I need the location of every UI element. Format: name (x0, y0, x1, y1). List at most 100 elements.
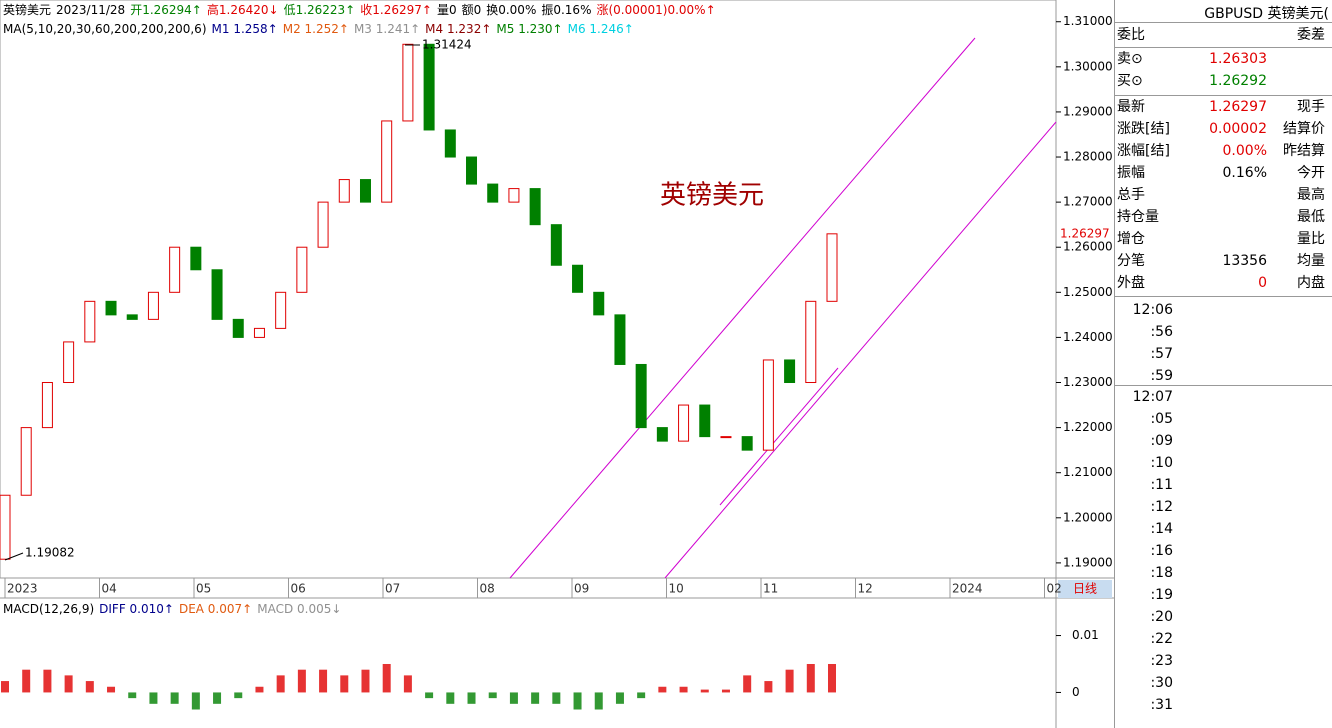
time: :12 (1150, 499, 1173, 515)
y-tick-label: 1.27000 (1063, 195, 1113, 209)
macd-bar (43, 669, 52, 693)
legend-item: 振0.16% (541, 3, 591, 17)
legend-item: M1 1.258↑ (212, 22, 278, 36)
macd-bar (785, 669, 794, 693)
row-value: 0.16% (1222, 165, 1267, 181)
candle (593, 291, 605, 316)
candle (253, 327, 265, 338)
candle (169, 246, 181, 293)
macd-bar (509, 692, 518, 704)
legend: 英镑美元 2023/11/28 开1.26294↑ 高1.26420↓ 低1.26223… (3, 2, 716, 17)
candle (296, 246, 308, 293)
row-value: 1.26292 (1209, 73, 1267, 89)
macd-bar (64, 675, 73, 693)
x-tick-label: 06 (291, 582, 306, 596)
time: :19 (1150, 587, 1173, 603)
legend-item: MA(5,10,20,30,60,200,200,200,6) (3, 22, 207, 36)
row-label2: 最高 (1297, 187, 1325, 203)
candle (741, 436, 753, 451)
legend-item: 2023/11/28 (56, 3, 125, 17)
legend-item: MACD 0.005↓ (257, 602, 341, 616)
macd-bar (467, 692, 476, 704)
time: :57 (1150, 346, 1173, 362)
candle (105, 300, 117, 316)
quote-row: 总手 最高 (1117, 184, 1331, 206)
quote-row: 持仓量 最低 (1117, 206, 1331, 228)
macd-bar (658, 686, 667, 693)
candle (232, 318, 244, 338)
period: 日线 (1073, 582, 1097, 596)
candle (550, 224, 562, 266)
macd-bar (403, 675, 412, 693)
macd-bar (637, 692, 646, 699)
legend-item: 额0 (462, 3, 482, 17)
row-value: 13356 (1222, 253, 1267, 269)
quote-row: 委比 委差 (1117, 24, 1331, 46)
x-tick-label: 02 (1047, 582, 1062, 596)
legend-item: 高1.26420↓ (207, 2, 279, 17)
legend-item: M6 1.246↑ (568, 22, 634, 36)
divider (1115, 385, 1332, 386)
row-label: 委比 (1117, 27, 1145, 43)
x-tick-label: 2024 (952, 582, 983, 596)
macd-bar (743, 675, 752, 693)
time: :23 (1150, 653, 1173, 669)
legend-item: DEA 0.007↑ (179, 602, 252, 616)
candle (614, 314, 626, 365)
panel-title: GBPUSD 英镑美元( (1204, 6, 1329, 22)
candle (317, 201, 329, 248)
candle (275, 291, 287, 329)
row-value: 1.26297 (1209, 99, 1267, 115)
channel-line (509, 37, 976, 579)
legend-item: 开1.26294↑ (130, 3, 202, 17)
y-tick-label: 1.28000 (1063, 150, 1113, 164)
row-value: 0.00002 (1209, 121, 1267, 137)
row-label2: 今开 (1297, 165, 1325, 181)
time: :11 (1150, 477, 1173, 493)
candle (402, 43, 414, 122)
time: :31 (1150, 697, 1173, 713)
macd-bar (488, 692, 497, 699)
candle (20, 427, 32, 496)
low-label: 1.19082 (25, 546, 75, 560)
row-label2: 量比 (1297, 231, 1325, 247)
x-tick-label: 10 (669, 582, 684, 596)
row-label2: 结算价 (1283, 121, 1325, 137)
macd-bar (319, 669, 328, 693)
legend-item: 收1.26297↑ (360, 3, 432, 17)
candle (487, 183, 499, 203)
row-value: 0 (1258, 275, 1267, 291)
time: :18 (1150, 565, 1173, 581)
channel-line (664, 121, 1057, 579)
macd-bar (340, 675, 349, 693)
y-tick-label: 1.31000 (1063, 14, 1113, 28)
time: :16 (1150, 543, 1173, 559)
row-label: 买⊙ (1117, 73, 1143, 89)
macd-bar (297, 669, 306, 693)
candle (63, 341, 75, 384)
time: :22 (1150, 631, 1173, 647)
macd-bar (679, 686, 688, 693)
quote-row: 涨幅[结] 0.00% 昨结算 (1117, 140, 1331, 162)
legend-item: 英镑美元 (3, 2, 51, 17)
macd-bar (615, 692, 624, 704)
x-tick-label: 11 (763, 582, 778, 596)
candle (656, 427, 668, 442)
time: :09 (1150, 433, 1173, 449)
candle (126, 314, 138, 320)
quote-row: 分笔 13356 均量 (1117, 250, 1331, 272)
row-label2: 最低 (1297, 209, 1325, 225)
x-tick-label: 09 (574, 582, 589, 596)
time: :20 (1150, 609, 1173, 625)
legend-item: 低1.26223↑ (284, 3, 356, 17)
macd-bar (425, 692, 434, 699)
macd-bar (594, 692, 603, 710)
row-label2: 委差 (1297, 27, 1325, 43)
legend: MACD(12,26,9) DIFF 0.010↑ DEA 0.007↑ MACD 0… (3, 602, 341, 616)
quote-row: 增仓 量比 (1117, 228, 1331, 250)
y-tick-label: 0 (1072, 685, 1080, 699)
macd-bar (828, 663, 836, 693)
row-label: 总手 (1117, 187, 1145, 203)
chart-label: 英镑美元 (660, 181, 764, 211)
macd-bar (128, 692, 137, 699)
